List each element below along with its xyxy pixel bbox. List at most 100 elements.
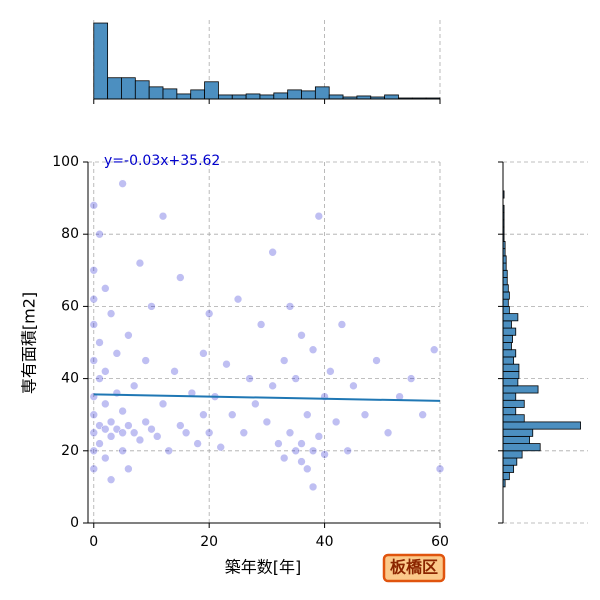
y-tick-label: 80 — [61, 226, 79, 242]
y-tick-label: 0 — [70, 515, 79, 531]
histogram-bar — [502, 414, 525, 423]
histogram-bar — [502, 435, 530, 444]
scatter-point — [383, 428, 393, 438]
histogram-bar — [190, 89, 205, 100]
scatter-point — [106, 432, 116, 441]
scatter-point — [164, 446, 174, 456]
histogram-bar — [328, 94, 344, 100]
scatter-point — [343, 446, 352, 456]
scatter-point — [89, 320, 99, 329]
scatter-point — [89, 201, 99, 210]
scatter-point — [285, 302, 295, 311]
scatter-point — [124, 330, 133, 340]
histogram-bar — [218, 94, 233, 100]
histogram-bar — [502, 349, 517, 358]
x-tick-label: 60 — [431, 534, 449, 550]
regression-line — [93, 393, 441, 402]
histogram-bar — [502, 298, 509, 307]
scatter-point — [302, 410, 312, 420]
scatter-point — [101, 367, 110, 376]
histogram-bar — [314, 86, 330, 100]
scatter-point — [360, 410, 370, 420]
histogram-bar — [502, 443, 541, 452]
scatter-point — [124, 421, 133, 430]
scatter-point — [256, 320, 266, 329]
histogram-bar — [176, 93, 192, 100]
scatter-point — [308, 446, 318, 456]
scatter-point — [147, 424, 156, 434]
histogram-bar — [502, 464, 515, 473]
histogram-bar — [502, 284, 509, 293]
scatter-point — [95, 338, 104, 347]
histogram-bar — [502, 385, 539, 394]
scatter-point — [95, 374, 104, 383]
scatter-point — [320, 450, 329, 459]
scatter-point — [101, 453, 110, 463]
scatter-point — [129, 428, 139, 438]
histogram-bar — [502, 342, 512, 351]
scatter-point — [274, 439, 283, 448]
scatter-point — [227, 410, 237, 420]
scatter-point — [331, 417, 341, 427]
x-axis-label: 築年数[年] — [225, 558, 302, 577]
histogram-bar — [259, 94, 275, 100]
histogram-bar — [502, 399, 525, 408]
histogram-bar — [502, 472, 510, 481]
scatter-point — [106, 475, 116, 484]
scatter-point — [285, 428, 295, 438]
scatter-point — [101, 284, 110, 293]
histogram-bar — [301, 90, 316, 100]
scatter-point — [106, 309, 116, 318]
scatter-point — [89, 294, 99, 304]
scatter-point — [297, 457, 306, 466]
histogram-bar — [502, 313, 519, 322]
scatter-point — [349, 381, 358, 391]
scatter-point — [239, 428, 249, 438]
histogram-bar — [502, 428, 534, 437]
histogram-bar — [121, 77, 136, 100]
y-tick-label: 60 — [61, 298, 79, 314]
histogram-bar — [107, 77, 122, 100]
scatter-point — [245, 374, 254, 383]
histogram-bar — [93, 22, 109, 100]
histogram-bar — [502, 356, 515, 365]
scatter-point — [308, 482, 318, 492]
scatter-point — [204, 428, 214, 438]
scatter-point — [101, 424, 110, 434]
badge-box — [382, 553, 446, 583]
scatter-point — [124, 464, 133, 474]
histogram-bar — [502, 421, 581, 430]
scatter-point — [262, 417, 272, 427]
scatter-point — [435, 464, 445, 474]
scatter-point — [251, 399, 260, 409]
scatter-point — [101, 399, 110, 409]
scatter-point — [279, 453, 289, 463]
histogram-bar — [273, 92, 289, 100]
histogram-bar — [502, 291, 510, 300]
scatter-point — [193, 439, 202, 448]
scatter-point — [279, 356, 289, 365]
scatter-point — [308, 345, 318, 355]
histogram-bar — [287, 89, 302, 100]
scatter-point — [118, 179, 127, 188]
scatter-point — [89, 410, 99, 420]
y-axis-label: 専有面積[m2] — [20, 292, 39, 394]
histogram-bar — [134, 80, 150, 100]
scatter-point — [106, 417, 116, 427]
histogram-bar — [502, 392, 517, 401]
histogram-bar — [502, 269, 508, 278]
scatter-point — [135, 435, 145, 445]
scatter-point — [176, 273, 185, 282]
histogram-bar — [502, 305, 510, 315]
histogram-bar — [502, 370, 520, 380]
histogram-bar — [204, 81, 219, 100]
scatter-point — [326, 367, 335, 376]
histogram-bar — [148, 86, 164, 100]
histogram-bar — [502, 327, 517, 336]
scatter-point — [297, 439, 306, 448]
scatter-point — [141, 417, 151, 427]
histogram-bar — [502, 407, 517, 416]
scatter-point — [429, 345, 439, 355]
histogram-bar — [245, 93, 261, 100]
